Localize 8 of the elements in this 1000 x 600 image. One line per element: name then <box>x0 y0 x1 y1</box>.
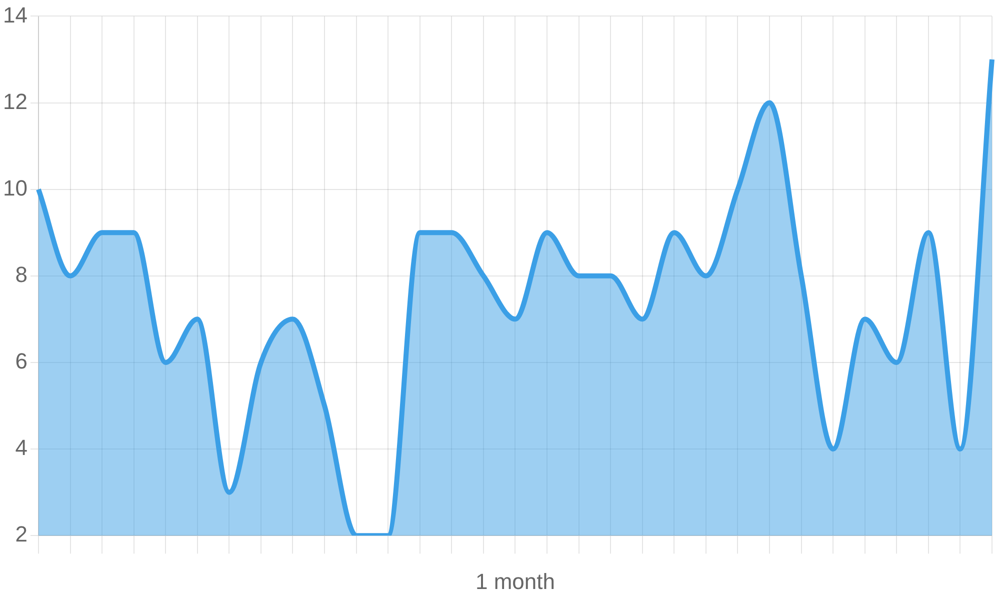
y-tick-label: 8 <box>15 262 28 287</box>
y-tick-label: 14 <box>2 2 28 28</box>
x-axis-title: 1 month <box>475 568 555 594</box>
y-tick-label: 12 <box>2 88 28 114</box>
y-tick-label: 4 <box>15 435 28 460</box>
y-tick-label: 10 <box>2 175 28 200</box>
y-tick-label: 2 <box>15 522 28 547</box>
y-tick-label: 6 <box>15 348 28 374</box>
